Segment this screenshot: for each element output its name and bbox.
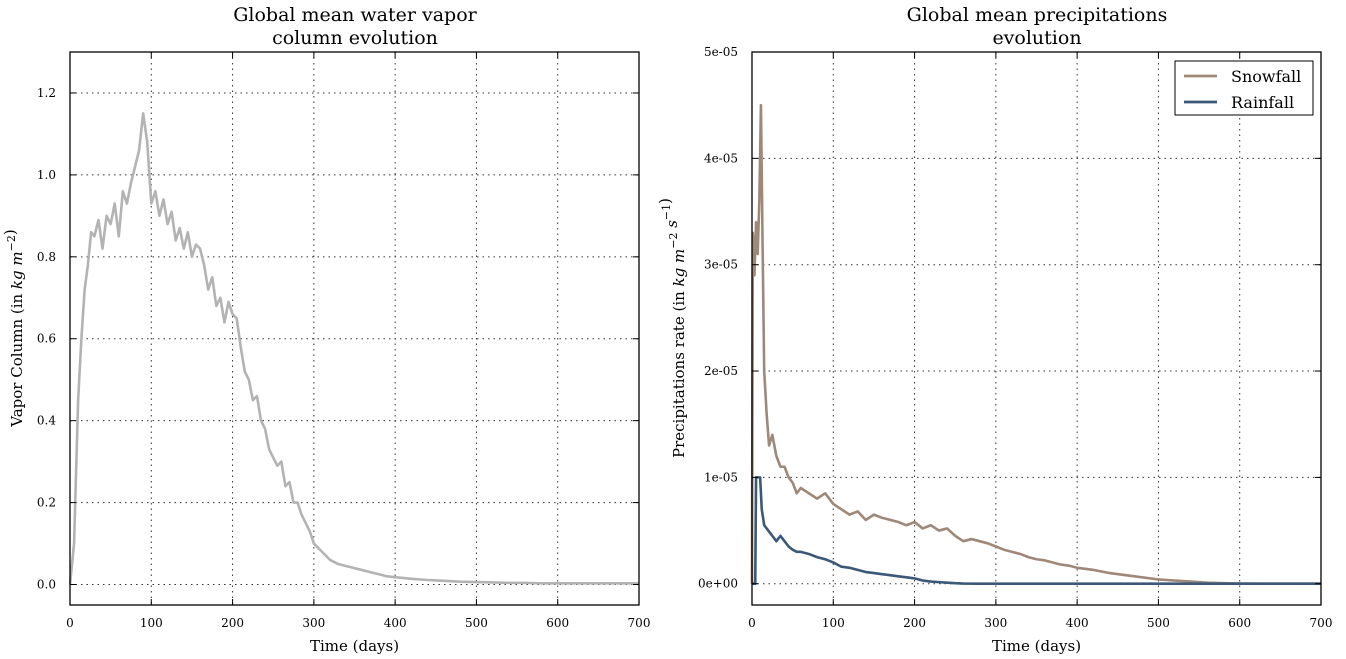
y-tick-label: 1.2 (37, 86, 56, 100)
y-tick-label: 3e-05 (704, 258, 738, 272)
y-tick-label: 2e-05 (704, 364, 738, 378)
series-line-rainfall (752, 476, 1321, 586)
x-tick-label: 200 (903, 616, 926, 630)
series-group (68, 112, 639, 585)
x-tick-label: 600 (1228, 616, 1251, 630)
x-tick-label: 500 (1147, 616, 1170, 630)
x-tick-label: 100 (140, 616, 163, 630)
legend-label-snowfall: Snowfall (1231, 67, 1301, 86)
x-tick-label: 200 (221, 616, 244, 630)
x-tick-label: 300 (984, 616, 1007, 630)
y-tick-label: 0.8 (37, 250, 56, 264)
x-tick-label: 700 (628, 616, 651, 630)
x-tick-label: 600 (546, 616, 569, 630)
ticks: 0 100 200 300 400 500 600 700 0e+00 1e-05 2e-05 3e-… (698, 45, 1333, 630)
y-tick-label: 0e+00 (698, 577, 738, 591)
chart-title-line2: evolution (992, 27, 1081, 49)
y-tick-label: 1.0 (37, 168, 56, 182)
legend: Snowfall Rainfall (1174, 60, 1314, 116)
chart-title-line1: Global mean water vapor (233, 4, 477, 26)
grid (752, 52, 1321, 605)
precipitation-chart: 0 100 200 300 400 500 600 700 0e+00 1e-05 2e-05 3e-… (656, 4, 1332, 655)
plot-frame (751, 51, 1322, 606)
grid (70, 52, 639, 605)
x-tick-label: 0 (66, 616, 74, 630)
x-tick-label: 300 (302, 616, 325, 630)
y-axis-label: Vapor Column (in kg m−2) (1, 229, 26, 427)
series-group (750, 103, 1321, 586)
x-tick-label: 400 (1066, 616, 1089, 630)
y-axis-label: Precipitations rate (in kg m−2 s−1) (656, 198, 688, 458)
legend-label-rainfall: Rainfall (1231, 93, 1294, 112)
y-tick-label: 0.6 (37, 332, 56, 346)
series-line-vapor (68, 112, 639, 585)
y-tick-label: 5e-05 (704, 45, 738, 59)
legend-box (1174, 60, 1314, 116)
y-tick-label: 0.0 (37, 578, 56, 592)
x-tick-label: 500 (465, 616, 488, 630)
chart-title-line2: column evolution (272, 27, 438, 49)
ticks: 0 100 200 300 400 500 600 700 0.0 0.2 0.4 0.6 0.8 1.0… (37, 52, 651, 630)
y-tick-label: 4e-05 (704, 151, 738, 165)
chart-title-line1: Global mean precipitations (907, 4, 1168, 26)
vapor-column-chart: 0 100 200 300 400 500 600 700 0.0 0.2 0.4 0.6 0.8 1.0… (1, 4, 650, 655)
y-tick-label: 1e-05 (704, 470, 738, 484)
x-tick-label: 100 (822, 616, 845, 630)
x-tick-label: 700 (1310, 616, 1333, 630)
x-tick-label: 400 (384, 616, 407, 630)
plot-frame (69, 51, 640, 606)
y-tick-label: 0.2 (37, 496, 56, 510)
x-axis-label: Time (days) (310, 637, 399, 655)
x-axis-label: Time (days) (992, 637, 1081, 655)
y-tick-label: 0.4 (37, 414, 56, 428)
x-tick-label: 0 (748, 616, 756, 630)
series-line-snowfall (750, 103, 1321, 586)
